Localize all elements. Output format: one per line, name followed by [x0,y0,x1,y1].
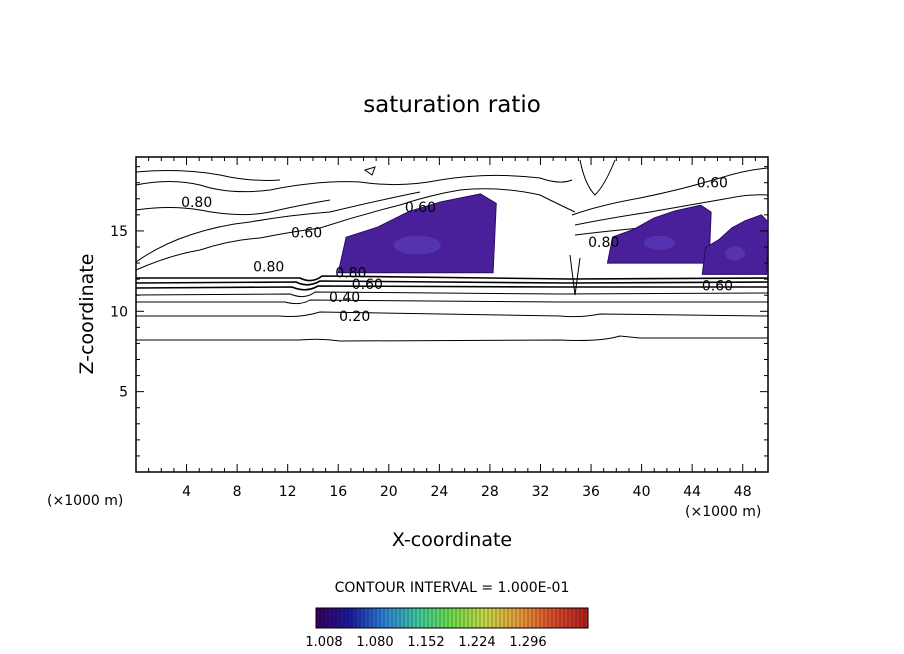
contour-line [136,299,768,305]
contour-label: 0.60 [291,226,322,242]
x-tick-label: 20 [380,484,398,500]
contour-line [135,280,769,286]
contour-line [569,254,581,296]
contour-lines [135,159,769,342]
contour-label: 0.80 [588,235,619,251]
contour-line [135,291,769,298]
contour-label: 0.60 [405,200,436,216]
contour-line [579,159,616,196]
y-axis-ticks: 5 10 15 [110,166,768,457]
chart-title: saturation ratio [363,92,541,118]
x-tick-label: 8 [233,484,242,500]
contour-label: 0.20 [339,309,370,325]
y-tick-label: 10 [110,304,128,320]
y-tick-label: 15 [110,224,128,240]
supersaturated-regions [337,193,769,275]
colorbar-tick-label: 1.008 [305,635,342,650]
x-tick-label: 16 [329,484,347,500]
x-tick-label: 36 [582,484,600,500]
contour-label: 0.60 [352,277,383,293]
y-axis-title: Z-coordinate [76,254,98,375]
contour-line [363,166,376,176]
contour-label: 0.80 [335,266,366,282]
contour-line [574,227,641,236]
x-unit-left: (×1000 m) [47,493,123,509]
contour-line [571,167,769,216]
colorbar-ticks: 1.008 1.080 1.152 1.224 1.296 [305,635,546,650]
colorbar-stripes [315,608,589,628]
x-unit-right: (×1000 m) [685,504,761,520]
contour-line [574,194,769,226]
contour-line [135,191,421,263]
region-core [393,235,441,255]
contour-label: 0.40 [329,290,360,306]
x-tick-label: 4 [182,484,191,500]
contour-line [136,335,768,342]
x-tick-label: 32 [532,484,550,500]
x-tick-label: 24 [430,484,448,500]
contour-line [136,311,769,318]
x-axis-ticks: 4 8 12 16 20 24 28 32 36 40 44 48 [148,157,756,500]
x-tick-label: 44 [683,484,701,500]
contour-label: 0.60 [697,176,728,192]
contour-label: 0.80 [181,195,212,211]
contour-line [136,275,769,282]
supersaturated-region [701,214,769,275]
colorbar-tick-label: 1.080 [356,635,393,650]
x-tick-label: 48 [734,484,752,500]
region-core [725,246,745,261]
contour-label: 0.80 [253,259,284,275]
contour-line [135,174,573,193]
x-tick-label: 28 [481,484,499,500]
contour-labels: 0.80 0.600.600.600.80 0.800.600.400.200.60… [181,176,733,325]
x-axis-title: X-coordinate [392,529,512,551]
colorbar-tick-label: 1.296 [509,635,546,650]
y-tick-label: 5 [119,385,128,401]
contour-line [135,188,576,271]
contour-line [135,199,331,216]
region-core [643,235,675,250]
contour-interval-label: CONTOUR INTERVAL = 1.000E-01 [335,580,570,596]
contour-label: 0.60 [702,279,733,295]
contour-line [135,285,768,291]
contour-line [135,170,281,181]
colorbar-tick-label: 1.224 [458,635,495,650]
supersaturated-region [337,193,497,274]
x-tick-label: 12 [279,484,297,500]
colorbar-tick-label: 1.152 [407,635,444,650]
x-tick-label: 40 [633,484,651,500]
